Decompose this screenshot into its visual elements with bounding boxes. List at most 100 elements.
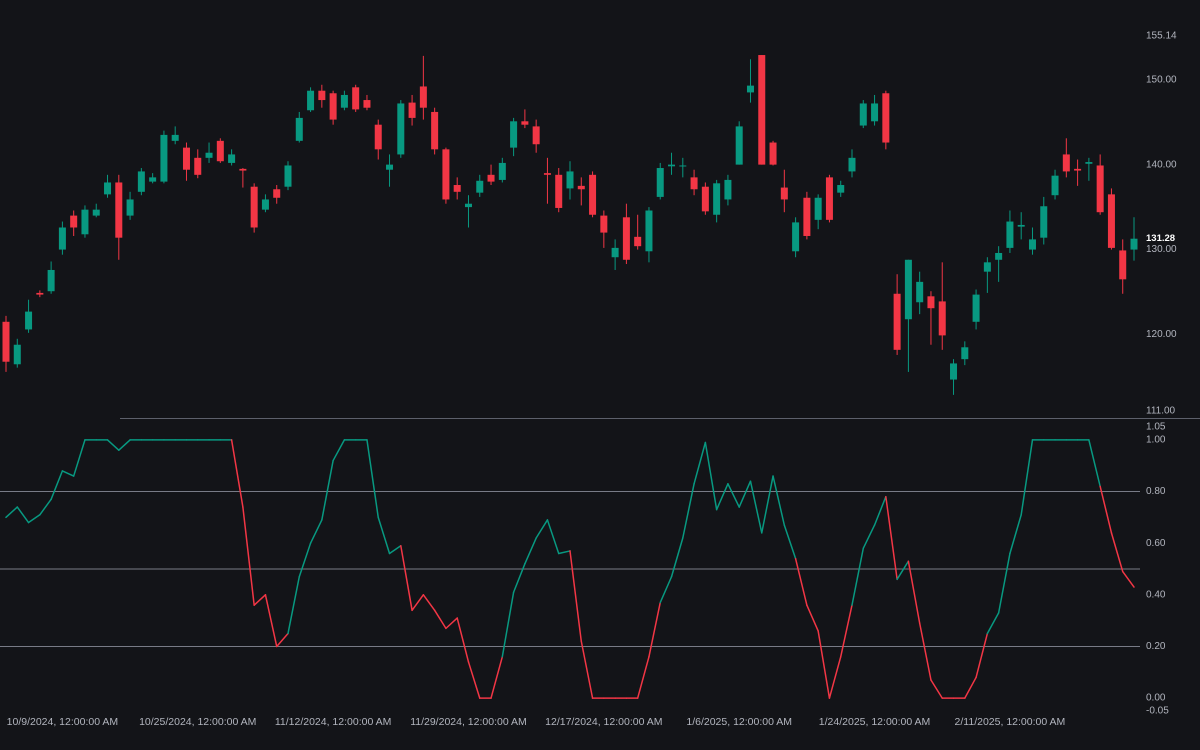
oscillator-segment [715, 483, 729, 511]
candle-body [374, 124, 382, 150]
oscillator-segment [975, 632, 989, 679]
oscillator-segment [1020, 439, 1034, 516]
oscillator-segment [50, 470, 64, 501]
oscillator-segment [106, 439, 120, 451]
candle-body [329, 93, 337, 120]
oscillator-segment [275, 632, 289, 648]
candle-body [307, 90, 315, 111]
oscillator-segment [321, 459, 334, 521]
candle-body [735, 126, 743, 165]
candle-body [115, 182, 123, 238]
candle-body [92, 209, 100, 216]
oscillator-segment [467, 661, 481, 699]
oscillator-segment [1110, 532, 1124, 573]
y-tick-label: 0.60 [1146, 538, 1166, 549]
candle-body [352, 87, 360, 110]
candle-body [837, 185, 845, 193]
candle-body [431, 111, 439, 150]
candle-body [476, 180, 484, 193]
y-tick-label: 0.40 [1146, 589, 1166, 600]
y-tick-label: 0.00 [1146, 693, 1166, 704]
oscillator-segment [828, 656, 842, 699]
candle-body [1017, 224, 1025, 227]
candle-body [36, 292, 44, 295]
candle-body [972, 294, 980, 322]
candle-body [1062, 154, 1070, 172]
oscillator-segment [839, 604, 853, 658]
candle-body [566, 171, 574, 189]
candle-body [848, 157, 856, 172]
candle-body [182, 147, 190, 170]
candle-body [983, 262, 991, 272]
candle-body [713, 183, 721, 215]
candle-body [995, 252, 1003, 260]
oscillator-segment [535, 519, 549, 539]
candle-body [1130, 238, 1138, 250]
candle-body [419, 86, 427, 108]
oscillator-segment [738, 480, 752, 508]
candle-body [859, 103, 867, 126]
candle-body [577, 185, 585, 190]
candle-body [589, 174, 597, 215]
candle-body [668, 164, 676, 167]
oscillator-segment [332, 439, 346, 462]
oscillator-segment [298, 542, 312, 578]
candle-body [938, 301, 946, 336]
last-price-label: 131.28 [1146, 233, 1175, 244]
candle-body [622, 217, 630, 260]
candle-body [634, 236, 642, 247]
candle-body [194, 157, 202, 175]
y-tick-label: 0.20 [1146, 641, 1166, 652]
candle-body [893, 293, 901, 350]
candle-body [453, 185, 461, 192]
candle-body [81, 209, 89, 235]
y-tick-label: 1.05 [1146, 422, 1166, 433]
candle-body [656, 168, 664, 197]
oscillator-segment [636, 656, 650, 699]
candle-body [25, 311, 33, 330]
oscillator-segment [727, 483, 740, 508]
candle-body [70, 215, 78, 228]
oscillator-segment [749, 480, 763, 534]
candle-body [58, 227, 66, 250]
y-tick-label: 150.00 [1146, 74, 1177, 85]
candle-body [746, 85, 754, 93]
candle-body [882, 93, 890, 143]
candle-body [149, 177, 157, 182]
oscillator-segment [400, 545, 413, 612]
oscillator-segment [377, 516, 391, 555]
candle-body [532, 126, 540, 145]
candle-body [261, 199, 269, 210]
oscillator-segment [388, 545, 402, 555]
oscillator-segment [986, 612, 1000, 635]
candle-body [780, 187, 788, 200]
candle-body [543, 173, 551, 175]
candle-body [803, 197, 811, 236]
oscillator-segment [873, 495, 887, 526]
candle-body [1051, 175, 1059, 196]
oscillator-segment [648, 601, 661, 658]
oscillator-segment [411, 594, 425, 612]
candle-body [205, 152, 213, 158]
oscillator-segment [287, 575, 301, 635]
oscillator-segment [794, 557, 808, 606]
candle-body [397, 103, 405, 155]
oscillator-segment [61, 470, 75, 477]
oscillator-segment [930, 679, 943, 699]
oscillator-segment [230, 439, 244, 508]
candle-body [611, 247, 619, 258]
candle-body [104, 182, 112, 195]
oscillator-segment [39, 498, 52, 516]
oscillator-segment [761, 475, 774, 534]
oscillator-segment [422, 594, 436, 612]
oscillator-segment [501, 591, 515, 658]
oscillator-segment [704, 441, 718, 511]
oscillator-segment [5, 506, 19, 519]
candle-body [1096, 165, 1104, 213]
oscillator-segment [433, 609, 447, 630]
candle-body [137, 171, 145, 192]
oscillator-segment [72, 439, 86, 477]
x-tick-label: 2/11/2025, 12:00:00 AM [955, 716, 1066, 728]
